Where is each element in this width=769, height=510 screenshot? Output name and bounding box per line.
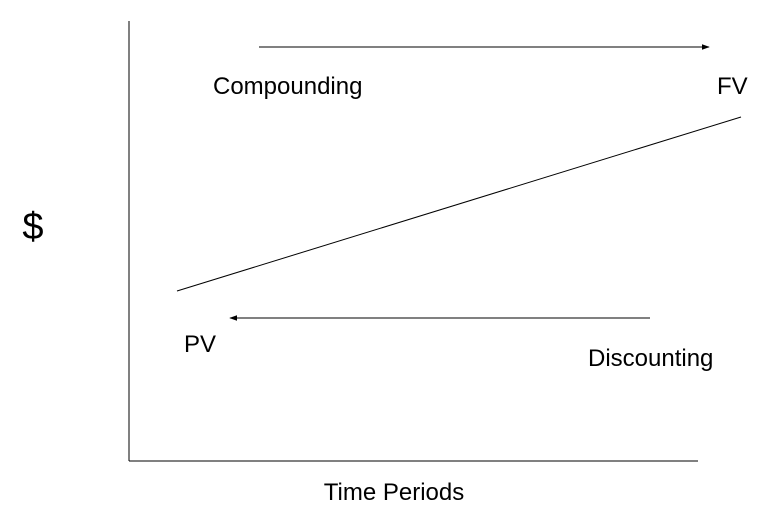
present-value-label: PV xyxy=(184,331,216,358)
value-growth-line xyxy=(176,116,742,292)
y-axis-label: $ xyxy=(22,206,43,248)
compounding-label: Compounding xyxy=(213,73,362,100)
x-axis-label: Time Periods xyxy=(324,479,464,506)
discounting-label: Discounting xyxy=(588,345,713,372)
future-value-label: FV xyxy=(717,73,748,100)
